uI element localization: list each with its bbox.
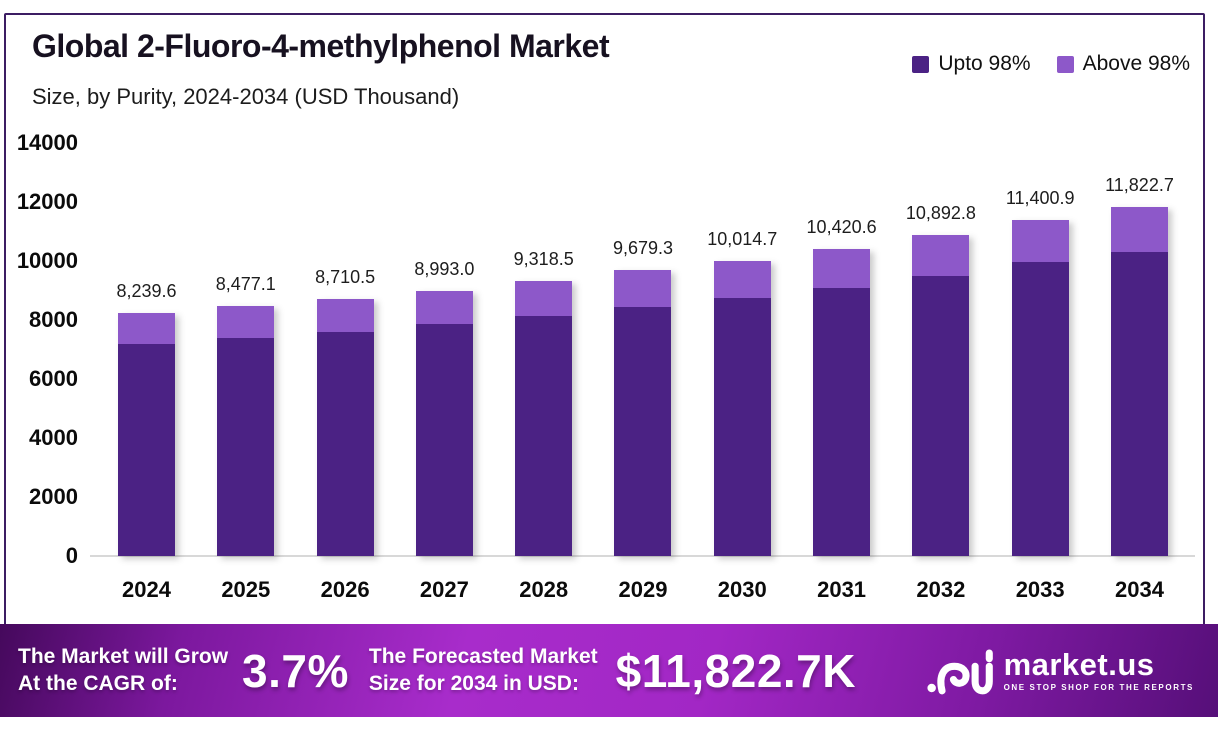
legend-item-above-98: Above 98% bbox=[1056, 52, 1190, 76]
y-tick-label: 14000 bbox=[16, 130, 78, 155]
bar-stack bbox=[118, 312, 175, 556]
brand-name: market.us bbox=[1003, 647, 1155, 682]
marketus-logo-icon bbox=[926, 649, 993, 694]
bar-stack bbox=[713, 260, 771, 556]
bar-column-2031: 10,420.6 bbox=[807, 217, 877, 556]
x-tick-label: 2024 bbox=[122, 577, 171, 602]
forecast-label: The Forecasted Market Size for 2034 in U… bbox=[368, 645, 598, 695]
cagr-value: 3.7% bbox=[242, 644, 349, 697]
bar-total-label: 11,400.9 bbox=[1005, 187, 1075, 208]
x-tick-label: 2027 bbox=[419, 577, 469, 602]
y-tick-label: 12000 bbox=[16, 189, 78, 214]
legend-swatch-upto-98-icon bbox=[912, 55, 930, 73]
bar-segment-above-98 bbox=[316, 299, 374, 332]
x-axis-baseline bbox=[90, 555, 1195, 557]
bar-total-label: 11,822.7 bbox=[1105, 175, 1174, 196]
bar-segment-above-98 bbox=[1011, 219, 1069, 263]
chart-subtitle: Size, by Purity, 2024-2034 (USD Thousand… bbox=[32, 84, 460, 109]
bar-column-2028: 9,318.5 bbox=[513, 249, 574, 556]
bar-stack bbox=[813, 248, 871, 556]
legend-label: Above 98% bbox=[1082, 52, 1190, 75]
bar-segment-upto-98 bbox=[1011, 262, 1069, 556]
bar-column-2027: 8,993.0 bbox=[414, 258, 475, 556]
bar-column-2029: 9,679.3 bbox=[612, 238, 674, 556]
chart-card bbox=[4, 13, 1205, 703]
x-tick-label: 2029 bbox=[618, 577, 668, 602]
bar-total-label: 10,892.8 bbox=[905, 202, 976, 223]
bar-segment-above-98 bbox=[515, 281, 573, 316]
bar-column-2033: 11,400.9 bbox=[1006, 188, 1075, 556]
bar-segment-upto-98 bbox=[217, 337, 275, 556]
legend-swatch-above-98-icon bbox=[1056, 55, 1074, 73]
chart-title: Global 2-Fluoro-4-methylphenol Market bbox=[32, 28, 610, 64]
bar-segment-above-98 bbox=[912, 234, 970, 276]
bar-segment-above-98 bbox=[614, 270, 672, 307]
bar-column-2034: 11,822.7 bbox=[1105, 175, 1174, 556]
bar-segment-upto-98 bbox=[1110, 251, 1168, 556]
bar-column-2024: 8,239.6 bbox=[116, 280, 177, 556]
bar-stack bbox=[1110, 207, 1168, 556]
plot-area: 8,239.6 8,477.1 8,710.5 8,993.0 9,318.5 9,679… bbox=[95, 143, 1191, 556]
bar-segment-upto-98 bbox=[316, 331, 374, 556]
y-tick-label: 2000 bbox=[29, 484, 78, 509]
bar-stack bbox=[316, 299, 374, 556]
bar-stack bbox=[515, 281, 573, 556]
bottom-banner: The Market will Grow At the CAGR of: 3.7… bbox=[0, 624, 1218, 717]
x-tick-label: 2033 bbox=[1015, 577, 1065, 602]
bar-column-2026: 8,710.5 bbox=[315, 267, 376, 556]
bar-segment-upto-98 bbox=[118, 343, 175, 556]
bar-column-2032: 10,892.8 bbox=[906, 203, 976, 556]
bar-segment-upto-98 bbox=[713, 298, 771, 556]
x-tick-label: 2034 bbox=[1114, 577, 1164, 602]
x-tick-label: 2025 bbox=[221, 577, 271, 602]
bar-stack bbox=[415, 290, 473, 556]
bar-total-label: 9,679.3 bbox=[612, 238, 674, 259]
bar-total-label: 8,993.0 bbox=[414, 258, 475, 279]
bar-stack bbox=[217, 305, 275, 556]
bar-segment-above-98 bbox=[415, 290, 473, 325]
bar-segment-above-98 bbox=[118, 312, 175, 344]
forecast-value: $11,822.7K bbox=[615, 644, 856, 697]
x-tick-label: 2031 bbox=[817, 577, 867, 602]
bar-segment-above-98 bbox=[713, 260, 771, 299]
bar-segment-upto-98 bbox=[912, 275, 970, 556]
bar-segment-upto-98 bbox=[813, 287, 871, 556]
x-tick-label: 2026 bbox=[320, 577, 370, 602]
x-tick-label: 2028 bbox=[519, 577, 569, 602]
bar-segment-above-98 bbox=[1110, 207, 1168, 252]
bar-segment-above-98 bbox=[813, 248, 871, 288]
bar-total-label: 10,420.6 bbox=[806, 216, 877, 237]
bar-total-label: 10,014.7 bbox=[707, 228, 778, 249]
bar-segment-upto-98 bbox=[614, 306, 672, 556]
bar-stack bbox=[912, 234, 970, 556]
bar-total-label: 8,239.6 bbox=[116, 280, 177, 301]
bar-stack bbox=[614, 270, 672, 556]
bar-segment-above-98 bbox=[217, 305, 275, 338]
bar-total-label: 8,477.1 bbox=[215, 273, 276, 294]
bar-stack bbox=[1011, 219, 1069, 556]
bar-column-2025: 8,477.1 bbox=[215, 273, 276, 556]
bar-total-label: 8,710.5 bbox=[315, 267, 376, 288]
x-tick-label: 2032 bbox=[916, 577, 966, 602]
y-tick-label: 0 bbox=[65, 543, 78, 568]
y-tick-label: 4000 bbox=[29, 425, 78, 450]
legend-label: Upto 98% bbox=[938, 52, 1031, 75]
x-tick-label: 2030 bbox=[717, 577, 767, 602]
brand-tagline: ONE STOP SHOP FOR THE REPORTS bbox=[1003, 683, 1194, 692]
bar-total-label: 9,318.5 bbox=[513, 249, 574, 270]
brand-name-block: market.us ONE STOP SHOP FOR THE REPORTS bbox=[1004, 649, 1194, 692]
y-tick-label: 6000 bbox=[29, 366, 78, 391]
y-axis: 14000 12000 10000 8000 6000 4000 2000 0 bbox=[6, 130, 78, 568]
legend-item-upto-98: Upto 98% bbox=[912, 52, 1031, 76]
y-tick-label: 10000 bbox=[16, 248, 78, 273]
y-tick-label: 8000 bbox=[29, 307, 78, 332]
brand-logo: market.us ONE STOP SHOP FOR THE REPORTS bbox=[926, 646, 1194, 696]
cagr-label: The Market will Grow At the CAGR of: bbox=[18, 645, 229, 695]
bar-segment-upto-98 bbox=[415, 324, 473, 556]
bar-segment-upto-98 bbox=[515, 316, 573, 556]
bar-column-2030: 10,014.7 bbox=[707, 229, 777, 556]
legend: Upto 98% Above 98% bbox=[912, 52, 1190, 76]
x-axis-labels: 2024 2025 2026 2027 2028 2029 2030 2031 2032 2033… bbox=[95, 577, 1191, 603]
